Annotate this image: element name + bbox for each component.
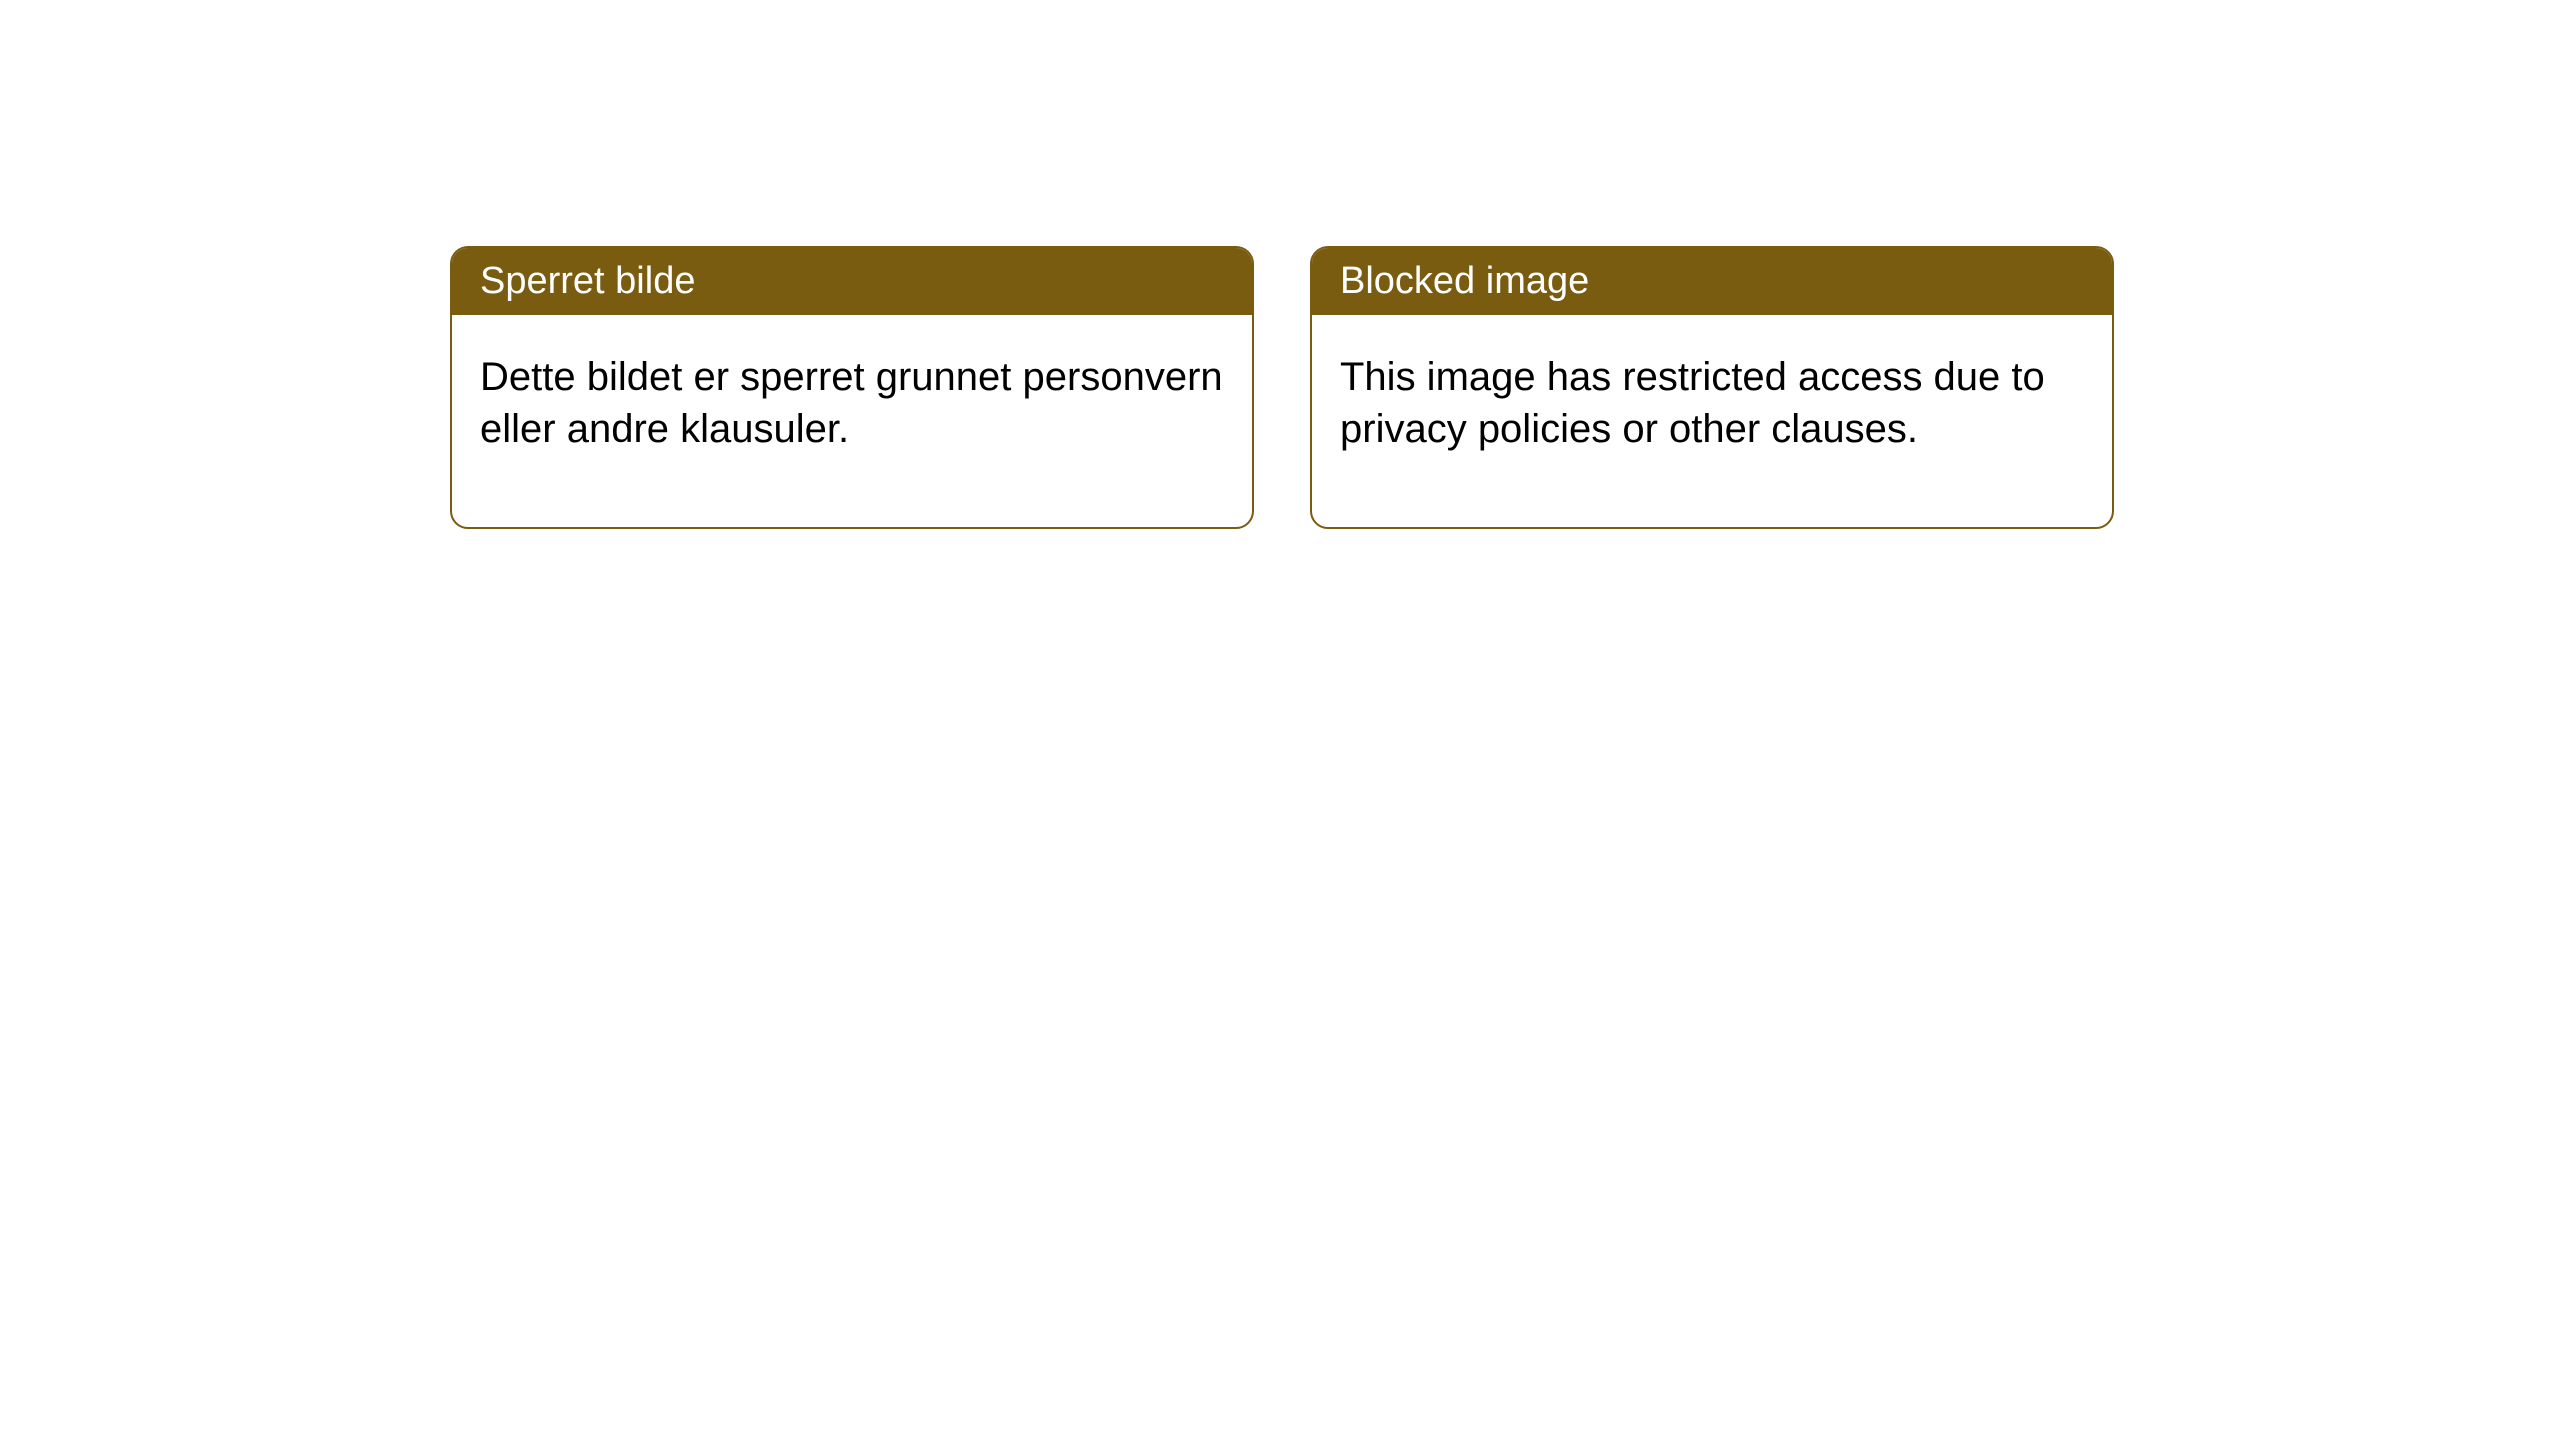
card-body-text: This image has restricted access due to … xyxy=(1340,355,2045,451)
card-body: Dette bildet er sperret grunnet personve… xyxy=(452,315,1252,527)
card-header: Blocked image xyxy=(1312,248,2112,315)
card-title: Blocked image xyxy=(1340,260,1589,302)
notice-cards-container: Sperret bilde Dette bildet er sperret gr… xyxy=(450,246,2114,529)
card-header: Sperret bilde xyxy=(452,248,1252,315)
card-title: Sperret bilde xyxy=(480,260,695,302)
card-body-text: Dette bildet er sperret grunnet personve… xyxy=(480,355,1223,451)
notice-card-norwegian: Sperret bilde Dette bildet er sperret gr… xyxy=(450,246,1254,529)
card-body: This image has restricted access due to … xyxy=(1312,315,2112,527)
notice-card-english: Blocked image This image has restricted … xyxy=(1310,246,2114,529)
